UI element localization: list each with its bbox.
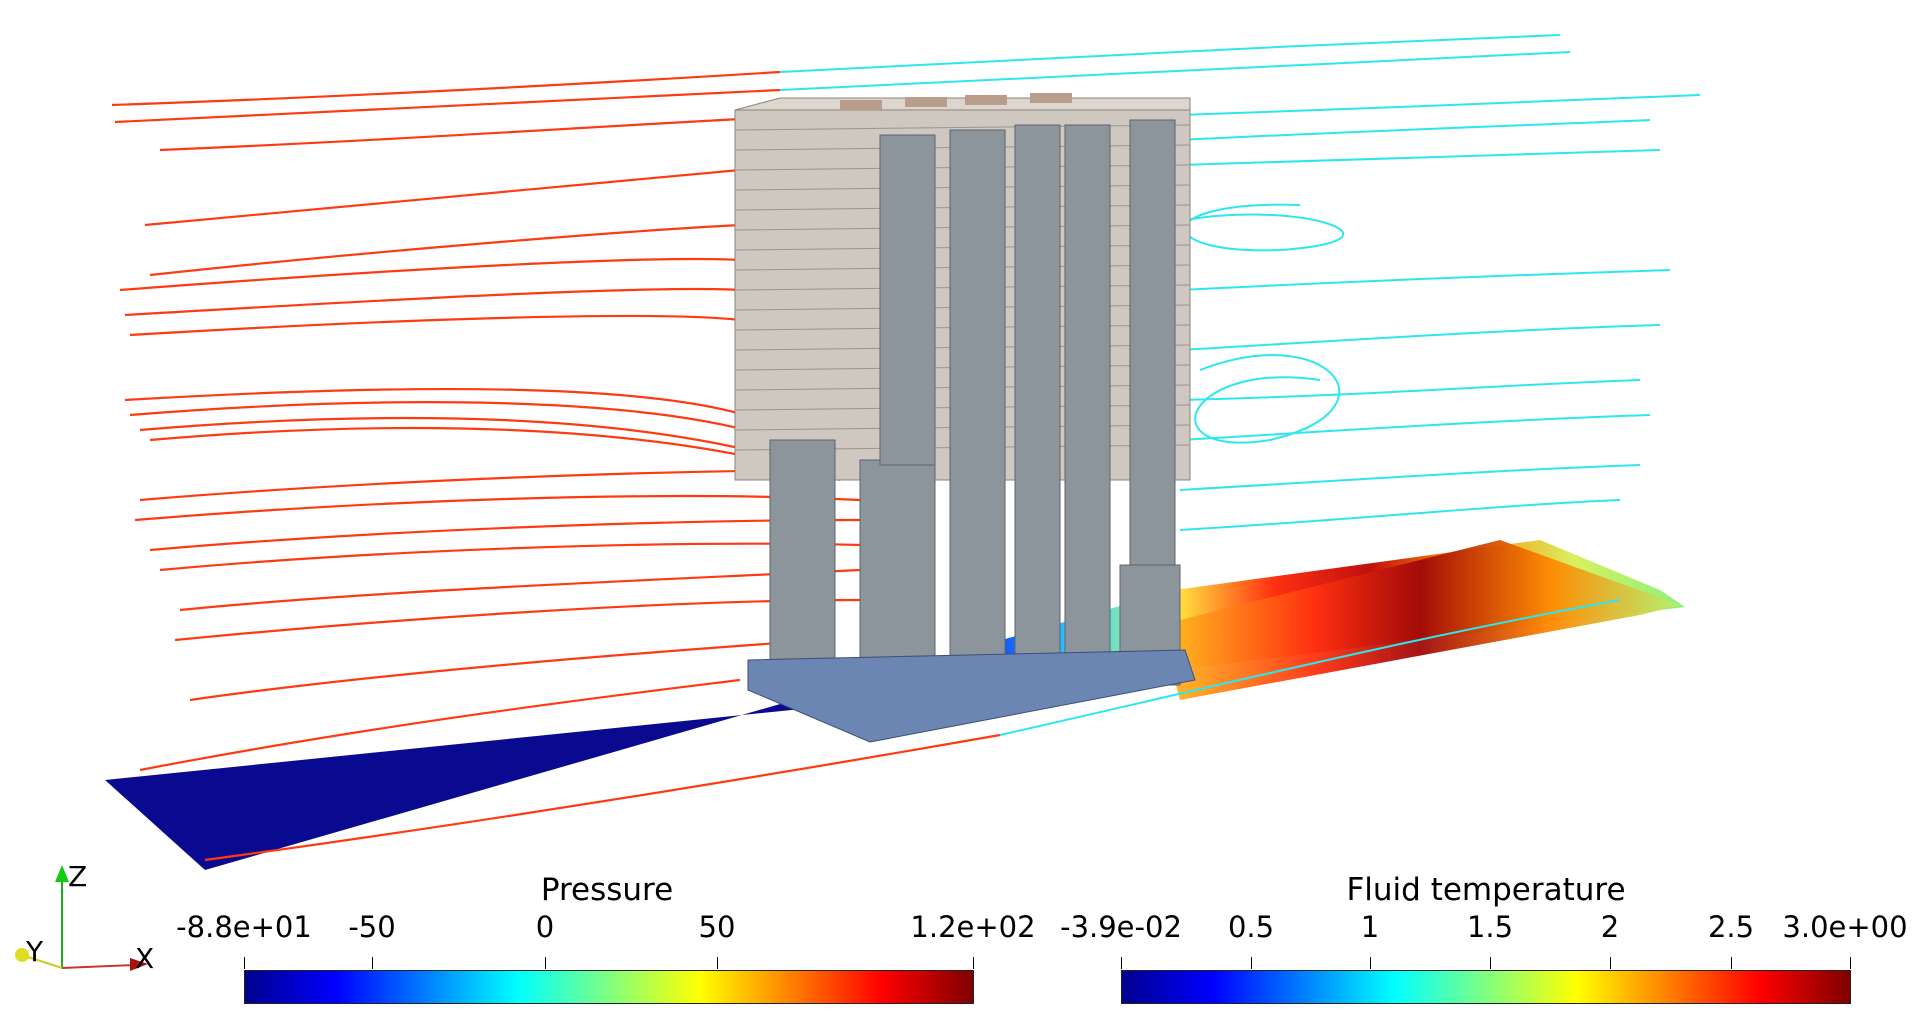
pressure-tick-label: -50 xyxy=(348,910,396,944)
pressure-tick-label: 0 xyxy=(535,910,555,944)
temperature-tick xyxy=(1121,957,1122,969)
temperature-tick xyxy=(1490,957,1491,969)
temperature-tick-label: -3.9e-02 xyxy=(1060,910,1182,944)
temperature-tick xyxy=(1850,957,1851,969)
outlet-streamlines xyxy=(779,34,1701,736)
base-plate xyxy=(747,649,1196,743)
temperature-tick xyxy=(1251,957,1252,969)
pressure-tick xyxy=(545,957,546,969)
pressure-tick xyxy=(717,957,718,969)
temperature-tick-label: 1.5 xyxy=(1466,910,1514,944)
temperature-tick-label: 2 xyxy=(1600,910,1620,944)
temperature-tick xyxy=(1610,957,1611,969)
pressure-tick xyxy=(244,957,245,969)
pressure-tick xyxy=(372,957,373,969)
x-axis-label: X xyxy=(135,942,155,975)
pressure-tick-label: -8.8e+01 xyxy=(176,910,312,944)
temperature-colorbar-title: Fluid temperature xyxy=(1346,872,1626,908)
pressure-tick-label: 50 xyxy=(698,910,736,944)
pressure-tick-label: 1.2e+02 xyxy=(910,910,1036,944)
orientation-axes xyxy=(15,865,148,971)
temperature-tick-label: 2.5 xyxy=(1707,910,1755,944)
temperature-tick-label: 3.0e+00 xyxy=(1782,910,1908,944)
z-axis-label: Z xyxy=(68,860,88,893)
ground-hot-wake xyxy=(1160,540,1680,700)
temperature-tick xyxy=(1731,957,1732,969)
temperature-color-gradient xyxy=(1121,970,1851,1004)
pressure-tick xyxy=(973,957,974,969)
temperature-tick-label: 0.5 xyxy=(1227,910,1275,944)
y-axis-label: Y xyxy=(26,935,44,968)
pillars xyxy=(769,119,1181,701)
temperature-tick xyxy=(1370,957,1371,969)
temperature-tick-label: 1 xyxy=(1360,910,1380,944)
pressure-colorbar-title: Pressure xyxy=(540,872,674,908)
pressure-color-gradient xyxy=(244,970,974,1004)
top-chips xyxy=(840,93,1072,110)
